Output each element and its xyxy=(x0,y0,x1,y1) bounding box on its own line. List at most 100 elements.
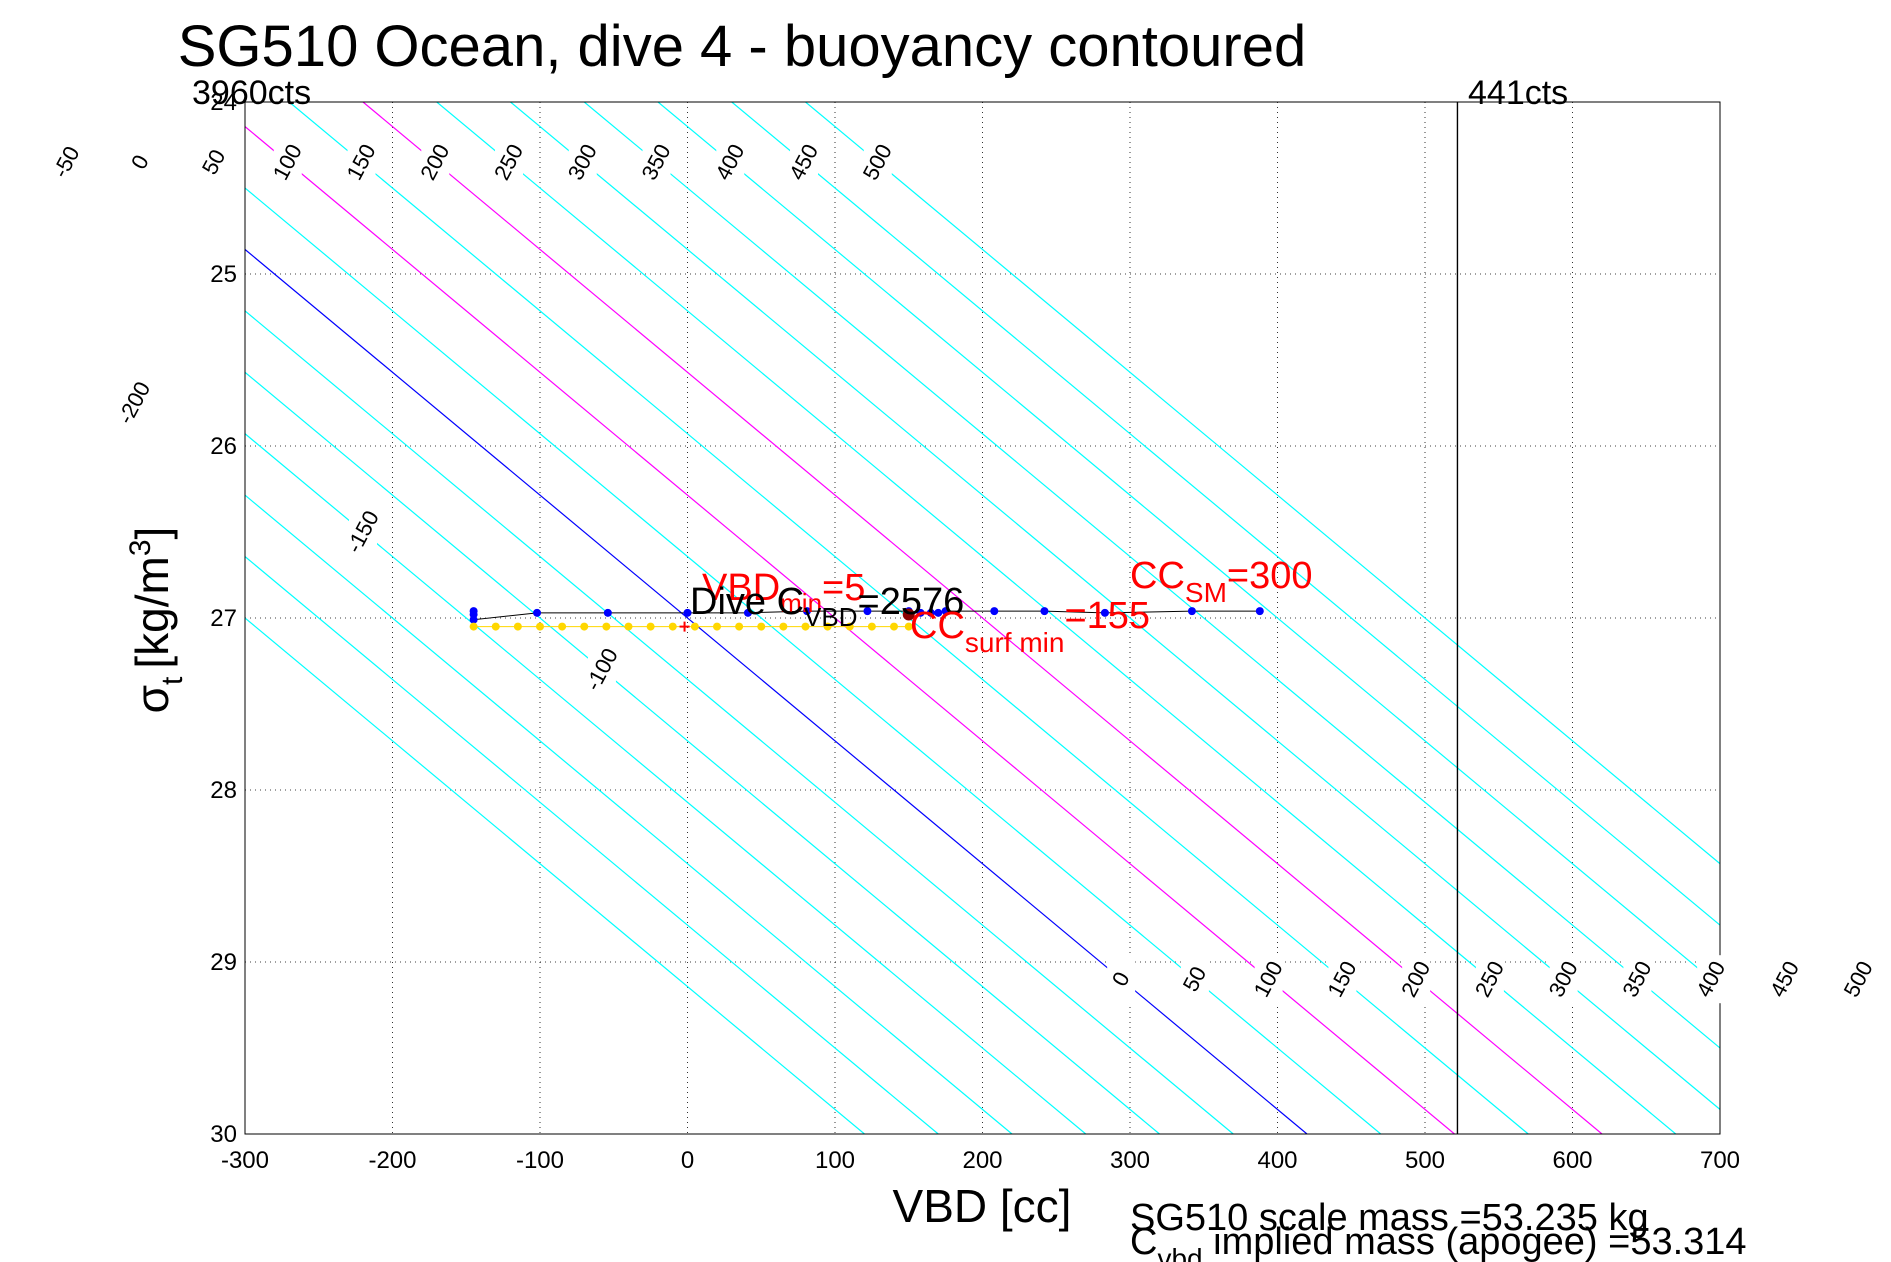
data-point xyxy=(1040,607,1049,616)
cc-surf-min-annotation: CCsurf min=155 xyxy=(910,595,1150,658)
x-tick-label: -200 xyxy=(368,1147,416,1174)
contour-label-bg xyxy=(1844,955,1873,1004)
data-point xyxy=(1100,608,1109,617)
contour-label-bg xyxy=(568,138,597,187)
svg-text:σt[kg/m3]: σt [kg/m3] xyxy=(124,527,189,714)
x-tick-label: 700 xyxy=(1700,1147,1740,1174)
contour-label-bg xyxy=(587,645,616,694)
data-point xyxy=(926,608,935,617)
y-tick-labels: 24 25 26 27 28 29 30 xyxy=(210,89,237,1148)
contour-line xyxy=(245,371,1160,1134)
data-point xyxy=(904,622,913,631)
contour-label-bg xyxy=(1697,955,1726,1004)
x-tick-label: -100 xyxy=(516,1147,564,1174)
contour-label-bg xyxy=(1402,955,1431,1004)
x-tick-label: 300 xyxy=(1110,1147,1150,1174)
contour-label: -150 xyxy=(341,506,384,557)
x-tick-labels: -300 -200 -100 0 100 200 300 400 500 600 700 xyxy=(221,1147,1740,1174)
y-label-sub: t xyxy=(156,676,189,685)
contour-label-bg xyxy=(347,138,376,187)
contour-label-bg xyxy=(1180,955,1209,1004)
surface-point-marker xyxy=(902,608,915,621)
data-point xyxy=(469,615,478,624)
contour-line xyxy=(245,617,865,1134)
contour-line xyxy=(731,102,1720,926)
data-point xyxy=(890,622,898,631)
data-point xyxy=(757,622,766,631)
contour-label: -100 xyxy=(580,644,623,695)
contour-line xyxy=(583,102,1720,1049)
contour-line xyxy=(245,248,1308,1134)
data-point xyxy=(916,608,925,617)
vbd-min-annotation: VBDmin=5 xyxy=(702,567,865,618)
contour-line xyxy=(436,102,1677,1134)
contour-line xyxy=(245,310,1234,1134)
x-tick-label: 400 xyxy=(1257,1147,1297,1174)
scale-mass-note: SG510 scale mass =53.235 kg xyxy=(1130,1197,1649,1239)
data-point xyxy=(802,607,811,616)
contour-label-bg xyxy=(421,138,450,187)
data-point xyxy=(668,622,677,631)
y-tick-label: 26 xyxy=(210,433,237,460)
data-point xyxy=(469,622,478,631)
data-point xyxy=(580,622,589,631)
contour-label-bg xyxy=(1328,955,1357,1004)
buoyancy-contours xyxy=(245,102,1720,1134)
data-point xyxy=(779,622,788,631)
contour-label: -200 xyxy=(113,377,156,428)
y-label-sigma: σ xyxy=(126,685,178,713)
contour-label-bg xyxy=(1254,955,1283,1004)
data-point xyxy=(683,608,692,617)
data-point xyxy=(536,622,544,631)
contour-line xyxy=(245,187,1382,1134)
contour-line xyxy=(657,102,1720,988)
x-tick-label: -300 xyxy=(221,1147,269,1174)
data-point xyxy=(602,622,611,631)
y-label-close: ] xyxy=(126,527,178,540)
y-label-sup: 3 xyxy=(124,539,157,556)
contour-label-bg xyxy=(1107,955,1136,1004)
data-point xyxy=(558,622,567,631)
data-point xyxy=(513,622,522,631)
data-point xyxy=(624,622,633,631)
x-axis-label: VBD [cc] xyxy=(893,1180,1072,1232)
data-point xyxy=(867,622,876,631)
y-tick-label: 25 xyxy=(210,261,237,288)
data-point xyxy=(491,622,500,631)
contour-label-bg xyxy=(1549,955,1578,1004)
contour-label-bg xyxy=(200,138,229,187)
y-tick-label: 28 xyxy=(210,777,237,804)
contour-line xyxy=(245,125,1455,1134)
contour-line xyxy=(245,432,1087,1134)
x-tick-label: 500 xyxy=(1405,1147,1445,1174)
contour-label-bg xyxy=(126,138,155,187)
contour-line xyxy=(510,102,1720,1111)
x-tick-label: 100 xyxy=(815,1147,855,1174)
data-point xyxy=(690,622,699,631)
contour-line xyxy=(245,494,1013,1134)
y-tick-label: 27 xyxy=(210,605,237,632)
y-label-unit: [kg/m xyxy=(126,556,178,668)
chart-title: SG510 Ocean, dive 4 - buoyancy contoured xyxy=(178,14,1306,79)
x-tick-label: 0 xyxy=(681,1147,694,1174)
contour-label-bg xyxy=(52,138,81,187)
contour-label-bg xyxy=(1770,955,1799,1004)
contour-label-bg xyxy=(642,138,671,187)
top-right-count-label: 441cts xyxy=(1468,74,1568,112)
dive-cvbd-annotation: Dive CVBD=2576 xyxy=(690,581,964,632)
y-tick-label: 30 xyxy=(210,1121,237,1148)
contour-label-bg xyxy=(349,508,377,556)
dive-data xyxy=(469,607,1264,632)
cc-sm-annotation: CCSM=300 xyxy=(1130,555,1312,608)
x-tick-label: 200 xyxy=(962,1147,1002,1174)
x-tick-label: 600 xyxy=(1552,1147,1592,1174)
contour-line xyxy=(362,102,1603,1134)
contour-label-bg xyxy=(790,138,819,187)
data-point xyxy=(863,607,872,616)
y-tick-label: 24 xyxy=(210,89,237,116)
contour-labels: -50050100150200250300350400450500-250-20… xyxy=(48,138,1878,1004)
data-point xyxy=(533,608,542,617)
data-point xyxy=(1255,607,1264,616)
data-point xyxy=(845,622,854,631)
data-point xyxy=(823,622,832,631)
